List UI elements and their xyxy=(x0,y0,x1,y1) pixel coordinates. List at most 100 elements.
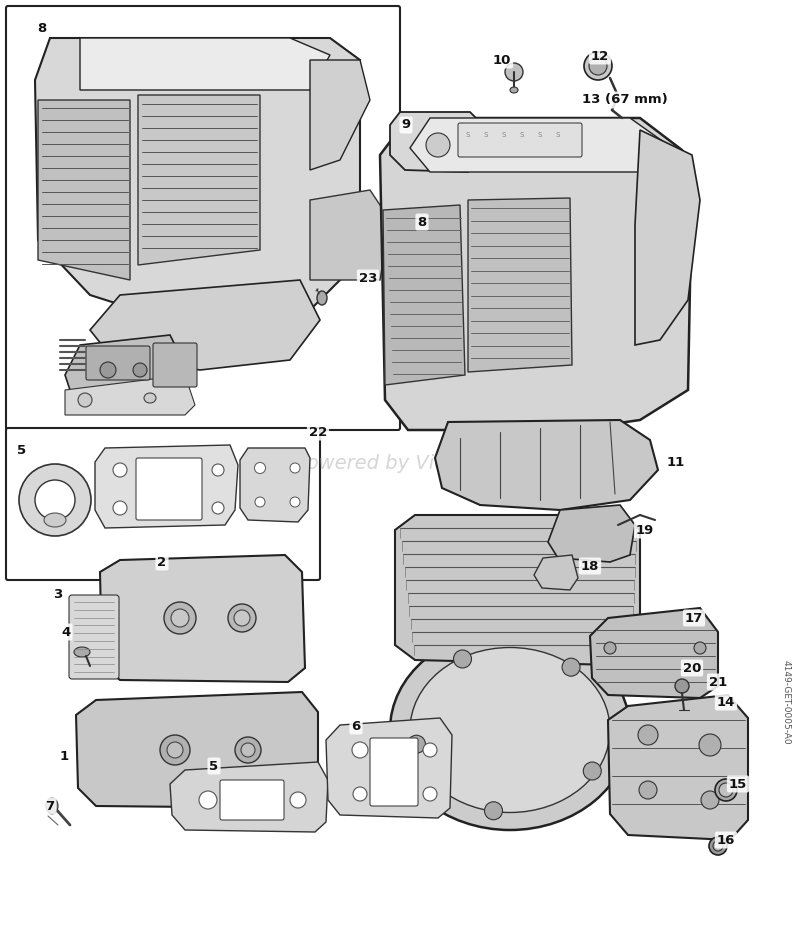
Ellipse shape xyxy=(290,497,300,507)
FancyBboxPatch shape xyxy=(458,123,582,157)
Polygon shape xyxy=(534,555,578,590)
Ellipse shape xyxy=(505,63,523,81)
Polygon shape xyxy=(90,280,320,370)
Ellipse shape xyxy=(407,736,426,753)
Ellipse shape xyxy=(290,463,300,473)
Ellipse shape xyxy=(228,604,256,632)
Text: 13 (67 mm): 13 (67 mm) xyxy=(582,94,668,107)
Ellipse shape xyxy=(19,464,91,536)
Text: 20: 20 xyxy=(683,662,701,675)
Ellipse shape xyxy=(44,513,66,527)
Ellipse shape xyxy=(74,647,90,657)
Ellipse shape xyxy=(694,642,706,654)
Ellipse shape xyxy=(78,393,92,407)
Polygon shape xyxy=(80,38,330,90)
Polygon shape xyxy=(310,60,370,170)
Text: 23: 23 xyxy=(359,271,377,285)
Ellipse shape xyxy=(719,783,733,797)
Ellipse shape xyxy=(423,743,437,757)
Ellipse shape xyxy=(164,602,196,634)
Text: 17: 17 xyxy=(685,611,703,624)
Ellipse shape xyxy=(144,393,156,403)
Ellipse shape xyxy=(589,57,607,75)
Ellipse shape xyxy=(35,480,75,520)
Text: 12: 12 xyxy=(591,50,609,63)
Ellipse shape xyxy=(604,642,616,654)
Polygon shape xyxy=(38,100,130,280)
Polygon shape xyxy=(383,205,465,385)
Ellipse shape xyxy=(583,762,602,780)
Text: 4: 4 xyxy=(62,625,70,638)
Text: S: S xyxy=(466,132,470,138)
Ellipse shape xyxy=(454,650,471,668)
Ellipse shape xyxy=(353,787,367,801)
Ellipse shape xyxy=(701,791,719,809)
Polygon shape xyxy=(65,375,195,415)
Polygon shape xyxy=(590,608,718,698)
Text: S: S xyxy=(538,132,542,138)
Ellipse shape xyxy=(352,742,368,758)
Ellipse shape xyxy=(199,791,217,809)
Polygon shape xyxy=(95,445,238,528)
Ellipse shape xyxy=(241,743,255,757)
Polygon shape xyxy=(548,505,635,562)
Text: 5: 5 xyxy=(18,444,26,457)
Ellipse shape xyxy=(562,658,580,676)
Polygon shape xyxy=(410,118,668,172)
Polygon shape xyxy=(138,95,260,265)
Ellipse shape xyxy=(709,837,727,855)
FancyBboxPatch shape xyxy=(69,595,119,679)
FancyBboxPatch shape xyxy=(86,346,150,380)
Ellipse shape xyxy=(675,679,689,693)
Ellipse shape xyxy=(171,609,189,627)
Polygon shape xyxy=(35,38,360,330)
Text: 14: 14 xyxy=(717,695,735,709)
Ellipse shape xyxy=(699,734,721,756)
Polygon shape xyxy=(435,420,658,510)
Ellipse shape xyxy=(167,742,183,758)
Text: S: S xyxy=(502,132,506,138)
FancyBboxPatch shape xyxy=(6,6,400,430)
FancyBboxPatch shape xyxy=(136,458,202,520)
Text: 6: 6 xyxy=(351,720,361,733)
Polygon shape xyxy=(310,190,390,280)
Ellipse shape xyxy=(113,501,127,515)
Ellipse shape xyxy=(160,735,190,765)
Ellipse shape xyxy=(423,787,437,801)
Text: S: S xyxy=(484,132,488,138)
Ellipse shape xyxy=(46,798,58,814)
Ellipse shape xyxy=(212,502,224,514)
Polygon shape xyxy=(395,515,640,665)
Ellipse shape xyxy=(638,725,658,745)
Text: 10: 10 xyxy=(493,53,511,66)
Ellipse shape xyxy=(390,630,630,830)
Ellipse shape xyxy=(212,464,224,476)
Ellipse shape xyxy=(410,648,610,812)
Text: 21: 21 xyxy=(709,676,727,689)
Text: 1: 1 xyxy=(59,750,69,763)
Ellipse shape xyxy=(255,497,265,507)
Text: 11: 11 xyxy=(667,456,685,469)
Ellipse shape xyxy=(234,610,250,626)
Ellipse shape xyxy=(113,463,127,477)
Ellipse shape xyxy=(100,362,116,378)
Text: 8: 8 xyxy=(38,22,46,35)
Ellipse shape xyxy=(317,291,327,305)
Ellipse shape xyxy=(713,841,723,851)
Text: 5: 5 xyxy=(210,759,218,772)
Polygon shape xyxy=(240,448,310,522)
Text: 7: 7 xyxy=(46,799,54,812)
Ellipse shape xyxy=(584,52,612,80)
FancyBboxPatch shape xyxy=(6,428,320,580)
Ellipse shape xyxy=(485,802,502,820)
Text: 15: 15 xyxy=(729,778,747,791)
Polygon shape xyxy=(100,555,305,682)
Text: 16: 16 xyxy=(717,833,735,846)
Ellipse shape xyxy=(510,87,518,93)
Text: 2: 2 xyxy=(158,555,166,568)
Ellipse shape xyxy=(235,737,261,763)
Polygon shape xyxy=(608,695,748,840)
Polygon shape xyxy=(326,718,452,818)
Text: 19: 19 xyxy=(636,523,654,536)
Ellipse shape xyxy=(639,781,657,799)
